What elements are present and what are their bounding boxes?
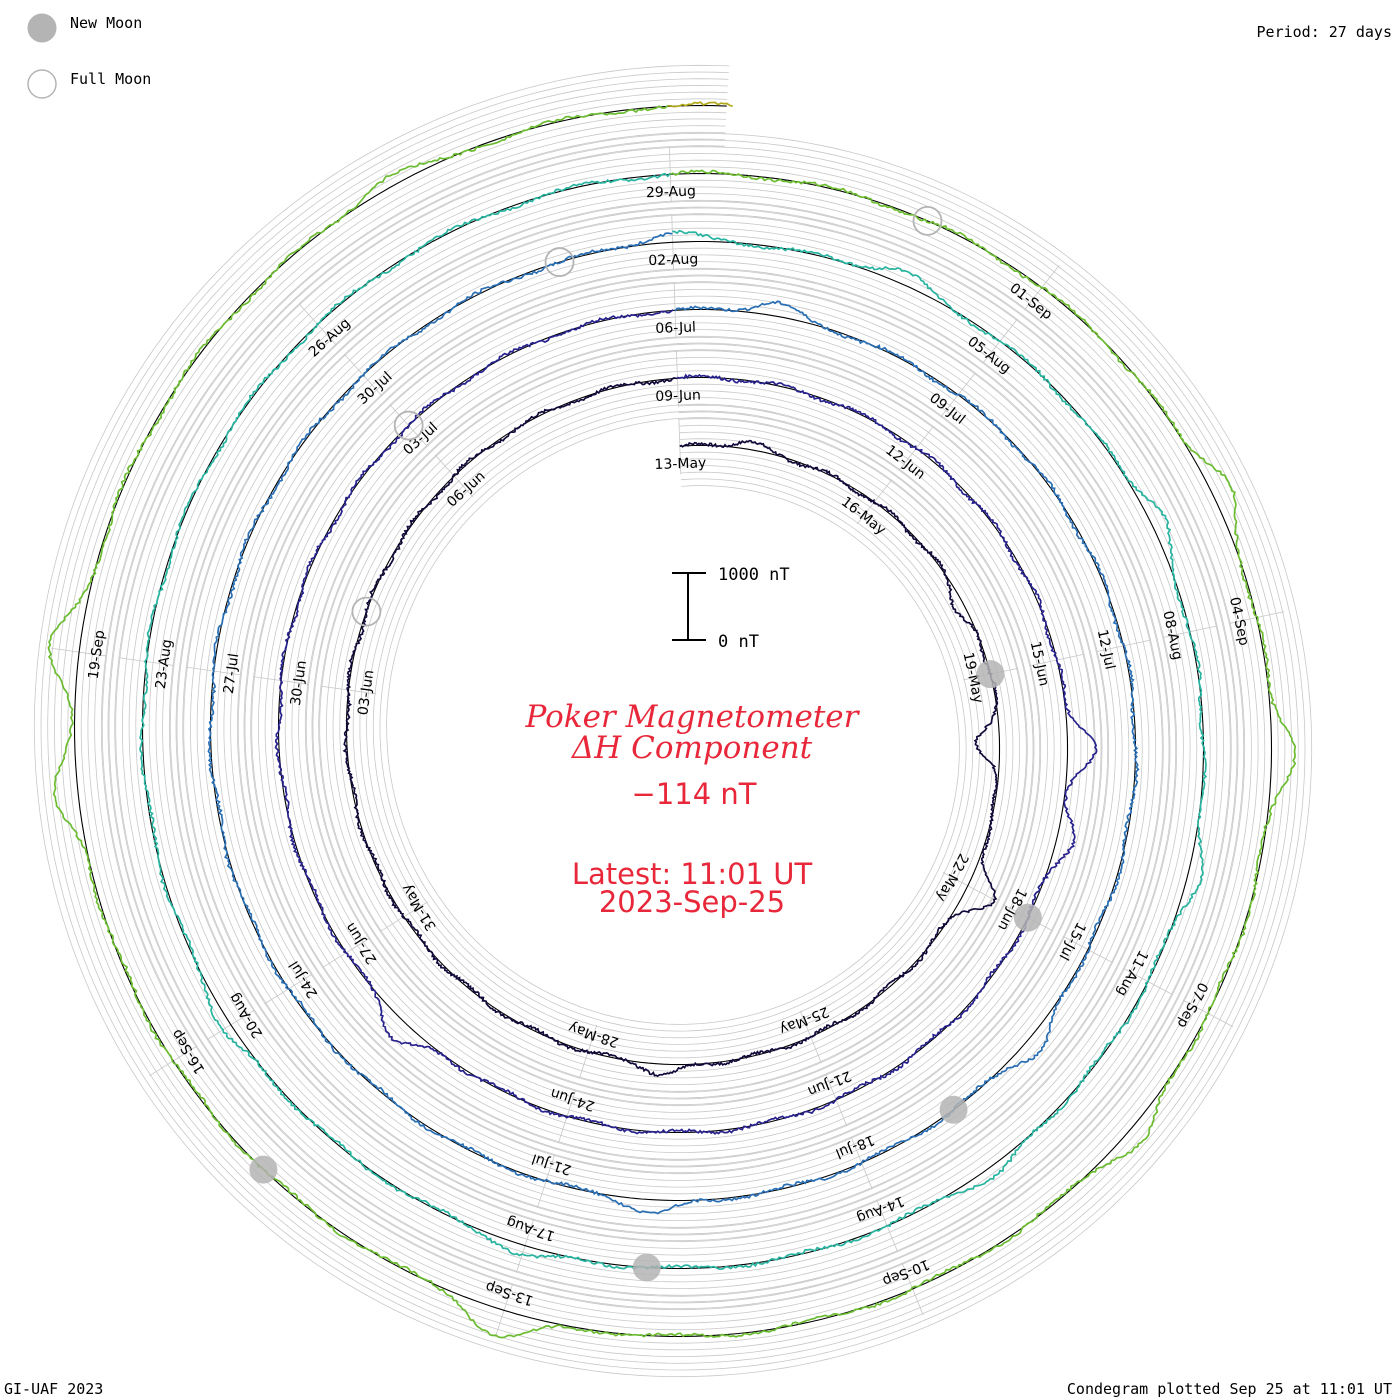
- full-moon-marker: [544, 247, 575, 277]
- plotted-timestamp: Condegram plotted Sep 25 at 11:01 UT: [1066, 1380, 1392, 1398]
- grid-spiral: [67, 98, 1279, 1344]
- data-trace-rotation: [207, 232, 1140, 1215]
- period-label: Period: 27 days: [1256, 23, 1392, 41]
- full-moon-marker: [912, 205, 943, 236]
- legend-new-moon-label: New Moon: [70, 14, 143, 32]
- date-label: 21-Jul: [530, 1150, 574, 1178]
- legend-full-moon-label: Full Moon: [70, 70, 152, 88]
- credit-label: GI-UAF 2023: [4, 1380, 104, 1398]
- latest-time: Latest: 11:01 UT: [572, 857, 813, 891]
- date-label: 13-May: [654, 455, 706, 473]
- new-moon-icon: [27, 13, 57, 43]
- full-moon-marker: [351, 596, 382, 627]
- date-label: 15-Jul: [1055, 919, 1088, 962]
- grid-spiral: [107, 138, 1239, 1304]
- date-label: 27-Jul: [221, 652, 242, 694]
- date-label: 06-Jul: [655, 320, 696, 337]
- legend-markers: [27, 13, 57, 99]
- full-moon-icon: [27, 69, 57, 99]
- grid-spiral: [114, 145, 1232, 1297]
- new-moon-marker: [249, 1155, 278, 1184]
- date-label: 02-Aug: [648, 251, 698, 269]
- scale-bar: 1000 nT 0 nT: [672, 565, 790, 652]
- date-label: 23-Aug: [153, 638, 176, 690]
- center-readout: Poker Magnetometer ΔH Component −114 nT …: [525, 699, 861, 919]
- data-trace-rotation: [667, 101, 733, 108]
- date-label: 29-Aug: [646, 183, 696, 201]
- latest-date: 2023-Sep-25: [599, 885, 785, 919]
- data-trace-rotation: [342, 377, 999, 1078]
- grid-spiral: [87, 118, 1259, 1324]
- date-label: 07-Sep: [1173, 979, 1210, 1030]
- grid-spiral: [80, 111, 1266, 1331]
- current-value: −114 nT: [632, 777, 757, 811]
- new-moon-marker: [939, 1095, 968, 1124]
- new-moon-marker: [976, 660, 1005, 689]
- grid-spiral: [40, 71, 1306, 1371]
- data-trace-rotation: [274, 309, 1098, 1135]
- new-moon-marker: [1013, 903, 1042, 932]
- data-trace-rotation: [139, 172, 1208, 1271]
- date-label: 12-Jul: [1094, 628, 1118, 671]
- data-spiral: [47, 101, 1297, 1339]
- date-label: 09-Jun: [655, 387, 701, 405]
- date-label: 22-May: [933, 851, 971, 904]
- date-label: 30-Jun: [288, 659, 310, 706]
- date-label: 03-Jun: [355, 669, 377, 716]
- scale-top-label: 1000 nT: [718, 565, 790, 585]
- data-trace-rotation: [47, 104, 1297, 1339]
- date-label: 16-May: [838, 494, 889, 539]
- grid-spiral: [33, 64, 1313, 1378]
- grid-spiral: [53, 84, 1293, 1358]
- grid-spiral: [100, 131, 1246, 1311]
- moon-markers: [249, 205, 1042, 1282]
- date-label: 19-Sep: [86, 629, 109, 680]
- full-moon-marker: [393, 410, 424, 441]
- new-moon-marker: [632, 1253, 661, 1282]
- scale-bottom-label: 0 nT: [718, 632, 759, 652]
- grid-spiral: [47, 78, 1299, 1364]
- grid-spiral: [94, 125, 1252, 1317]
- chart-subtitle: ΔH Component: [571, 730, 813, 766]
- chart-title: Poker Magnetometer: [525, 699, 861, 735]
